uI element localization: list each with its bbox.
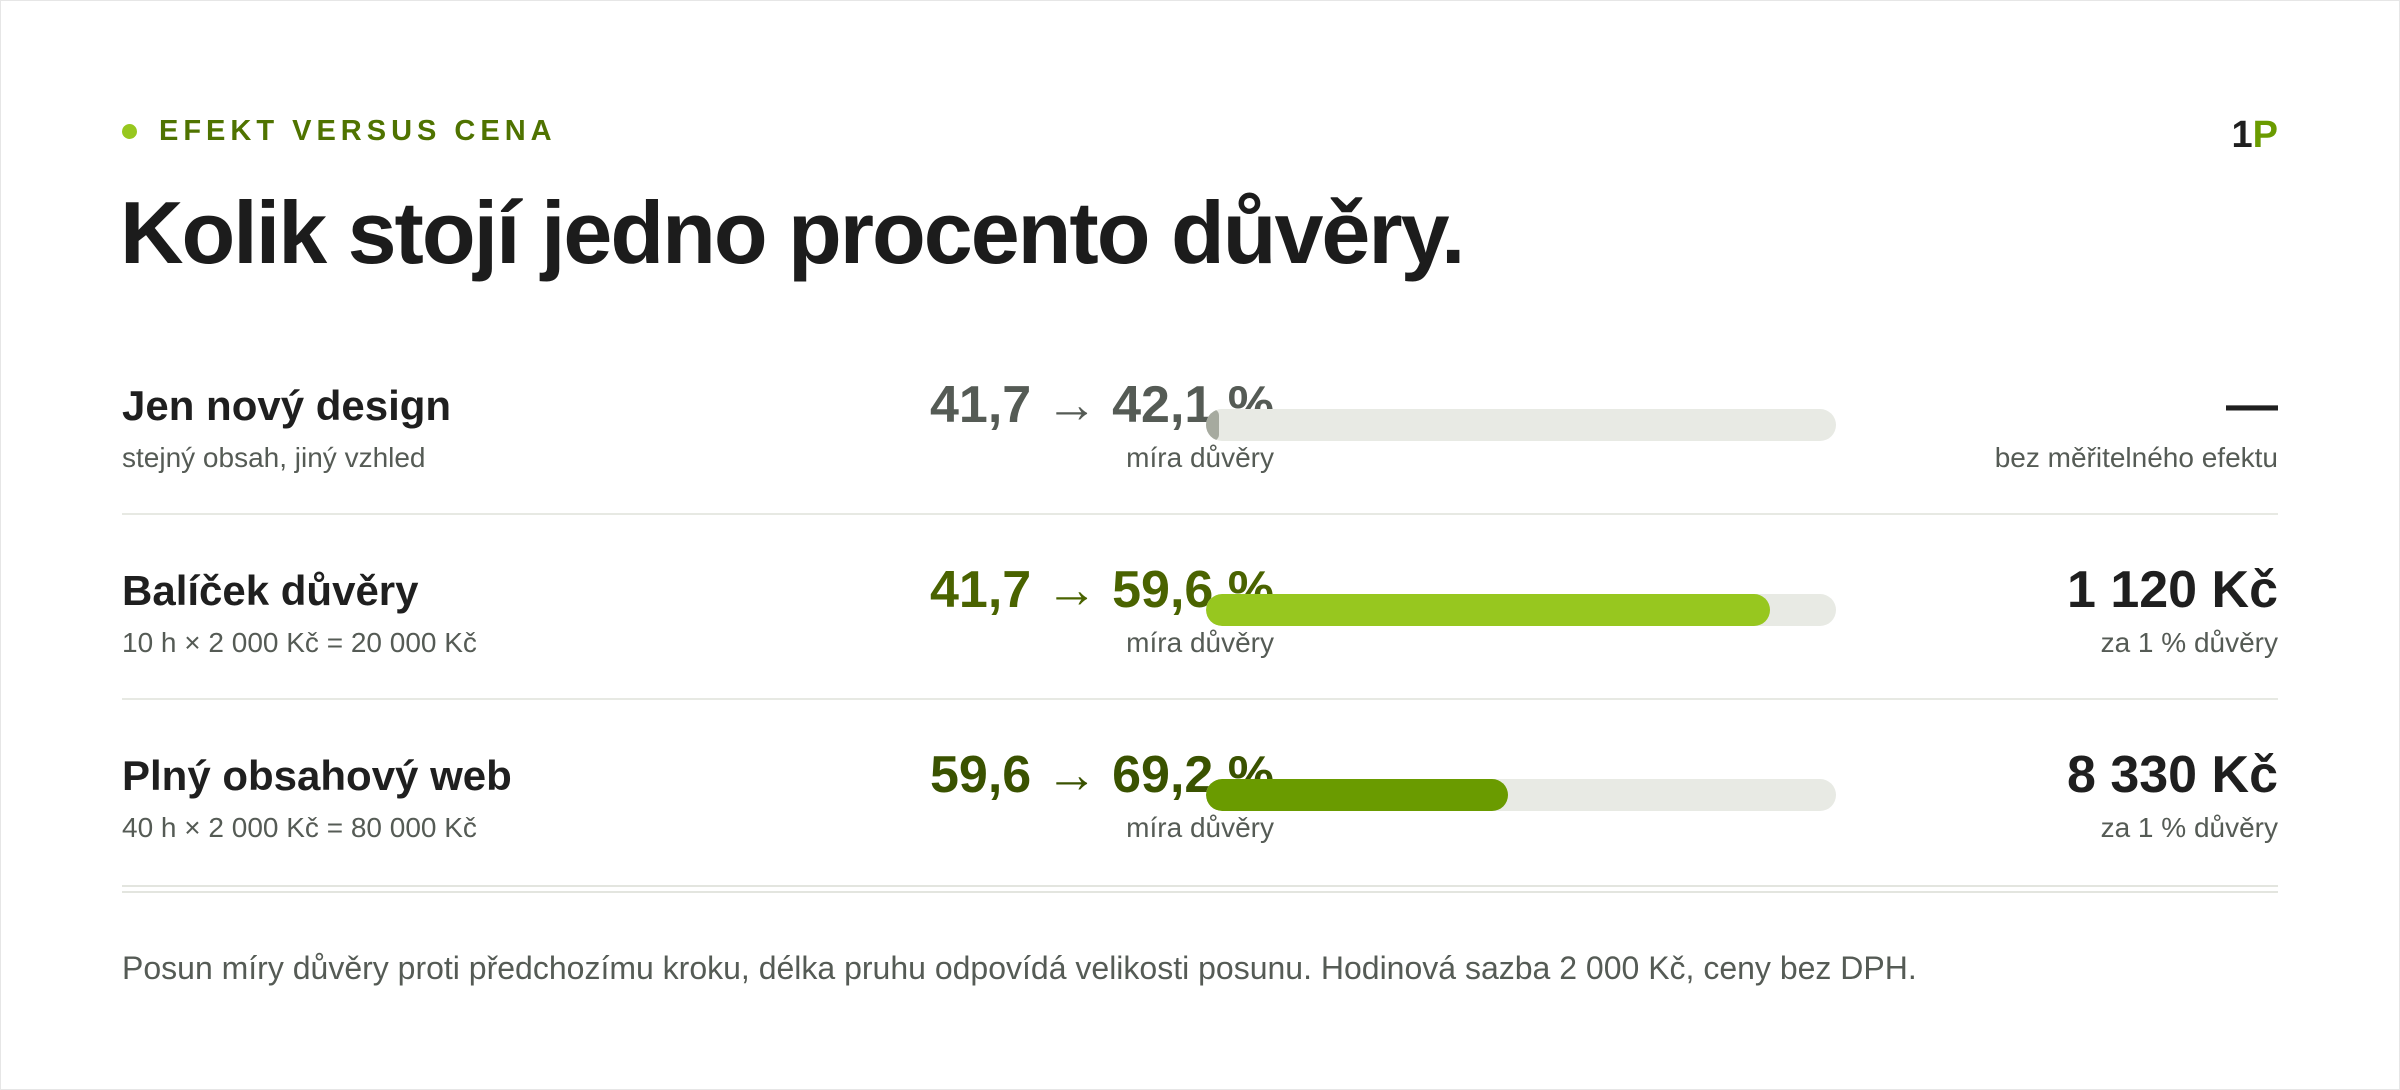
row-subtitle: stejný obsah, jiný vzhled xyxy=(122,442,426,473)
footnote: Posun míry důvěry proti předchozímu krok… xyxy=(122,950,1917,986)
bar-fill xyxy=(1206,594,1770,626)
bullet-dot-icon xyxy=(122,123,137,139)
metric-label: míra důvěry xyxy=(1126,627,1274,658)
bar-fill xyxy=(1206,779,1508,811)
row-divider xyxy=(122,698,2278,700)
row-name: Plný obsahový web xyxy=(122,752,512,799)
logo-number: 1 xyxy=(2231,114,2253,156)
price-per-percent: 1 120 Kč xyxy=(2066,561,2278,619)
chart-row-trust-package: Balíček důvěry 10 h × 2 000 Kč = 20 000 … xyxy=(122,515,2278,700)
brand-logo: 1P xyxy=(2232,114,2279,157)
chart-row-full-content-web: Plný obsahový web 40 h × 2 000 Kč = 80 0… xyxy=(122,700,2278,885)
bar-track xyxy=(1206,779,1836,811)
metric-label: míra důvěry xyxy=(1126,812,1274,843)
row-divider xyxy=(122,513,2278,515)
metric-label: míra důvěry xyxy=(1126,442,1274,473)
price-caption: za 1 % důvěry xyxy=(2100,812,2278,843)
row-subtitle: 10 h × 2 000 Kč = 20 000 Kč xyxy=(122,627,477,658)
chart-row-design: Jen nový design stejný obsah, jiný vzhle… xyxy=(122,330,2278,515)
logo-letter: P xyxy=(2252,114,2278,156)
footer-divider xyxy=(122,885,2278,893)
price-per-percent: 8 330 Kč xyxy=(2066,746,2278,804)
eyebrow: EFEKT VERSUS CENA xyxy=(122,114,2278,148)
row-name: Balíček důvěry xyxy=(122,567,419,614)
eyebrow-label: EFEKT VERSUS CENA xyxy=(159,114,557,147)
row-subtitle: 40 h × 2 000 Kč = 80 000 Kč xyxy=(122,812,477,843)
row-name: Jen nový design xyxy=(122,382,452,429)
price-caption: bez měřitelného efektu xyxy=(1994,442,2278,473)
page-title: Kolik stojí jedno procento důvěry. xyxy=(120,183,1465,282)
price-per-percent: — xyxy=(2226,376,2278,434)
bar-track xyxy=(1206,594,1836,626)
bar-fill xyxy=(1206,409,1219,441)
header: EFEKT VERSUS CENA 1P xyxy=(122,114,2278,164)
bar-track xyxy=(1206,409,1836,441)
price-caption: za 1 % důvěry xyxy=(2100,627,2278,658)
